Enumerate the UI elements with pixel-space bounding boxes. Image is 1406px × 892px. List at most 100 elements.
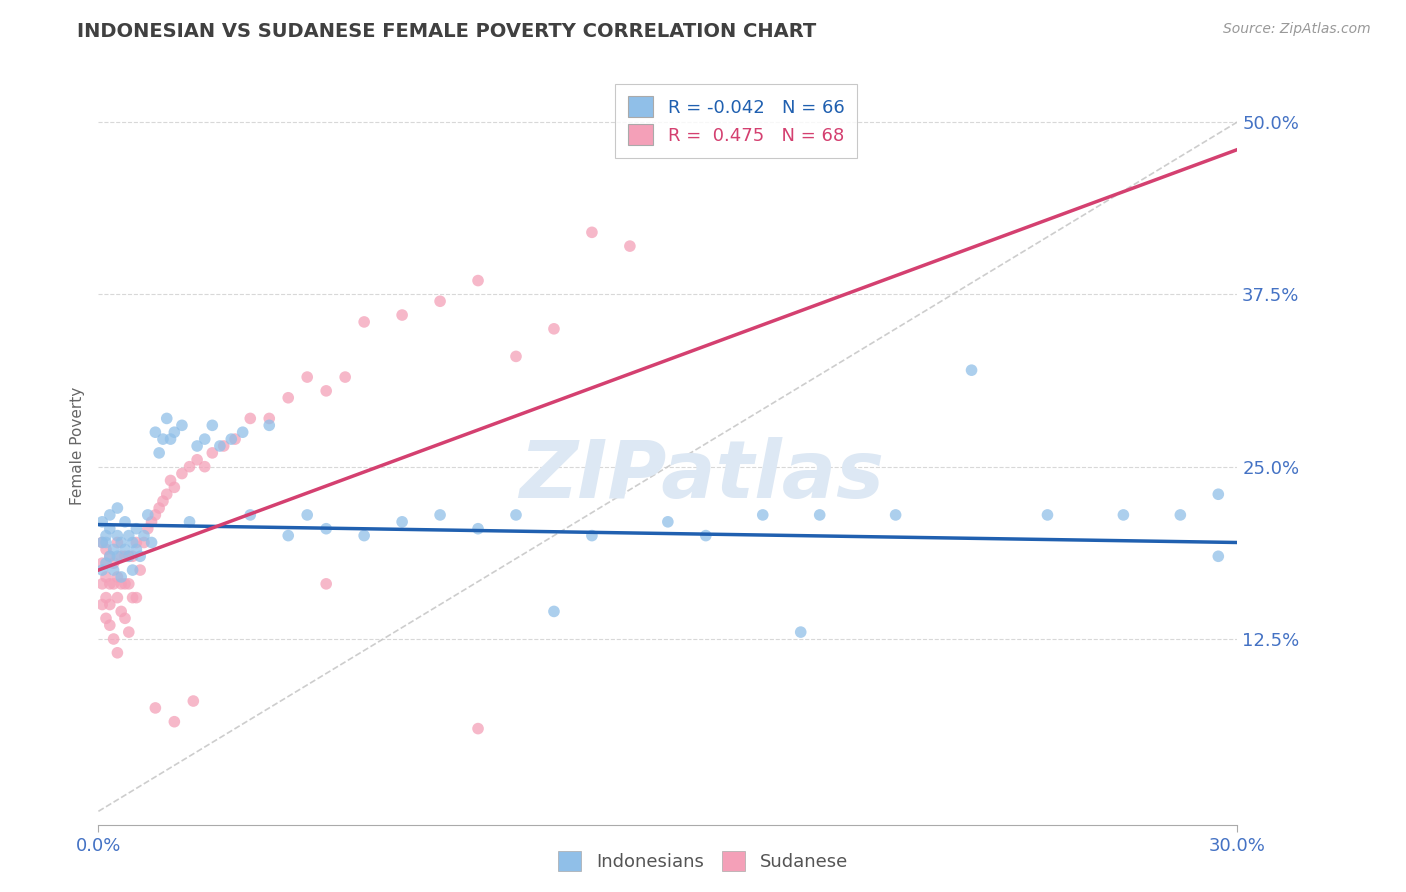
Point [156,411,179,425]
Point [118,528,141,542]
Point [353,528,375,542]
Point [163,480,186,494]
Point [107,591,129,605]
Point [152,494,174,508]
Point [239,411,262,425]
Point [163,425,186,440]
Point [224,432,246,446]
Point [145,508,167,522]
Point [94,528,117,542]
Text: Source: ZipAtlas.com: Source: ZipAtlas.com [1223,22,1371,37]
Point [315,384,337,398]
Point [121,535,143,549]
Point [118,549,141,564]
Point [103,542,125,557]
Point [141,535,163,549]
Point [114,542,136,557]
Point [98,549,121,564]
Point [107,528,129,542]
Point [170,467,193,481]
Point [103,577,125,591]
Point [94,611,117,625]
Point [148,446,170,460]
Point [1112,508,1135,522]
Point [581,225,603,239]
Point [297,508,319,522]
Point [232,425,254,440]
Point [429,294,451,309]
Point [114,515,136,529]
Point [94,556,117,570]
Point [132,535,155,549]
Point [118,549,141,564]
Point [194,432,217,446]
Point [91,535,114,549]
Point [103,563,125,577]
Point [277,528,299,542]
Point [91,598,114,612]
Point [94,591,117,605]
Point [1208,549,1230,564]
Point [505,508,527,522]
Point [467,722,489,736]
Y-axis label: Female Poverty: Female Poverty [69,387,84,505]
Point [543,322,565,336]
Point [297,370,319,384]
Point [91,535,114,549]
Point [1170,508,1192,522]
Point [752,508,775,522]
Point [129,549,152,564]
Point [121,549,143,564]
Point [98,508,121,522]
Point [94,542,117,557]
Point [94,535,117,549]
Point [790,625,813,640]
Point [107,570,129,584]
Point [201,418,224,433]
Point [145,701,167,715]
Point [1036,508,1059,522]
Text: ZIPatlas: ZIPatlas [519,437,884,516]
Text: INDONESIAN VS SUDANESE FEMALE POVERTY CORRELATION CHART: INDONESIAN VS SUDANESE FEMALE POVERTY CO… [77,22,817,41]
Point [884,508,907,522]
Point [125,535,148,549]
Point [98,549,121,564]
Point [107,549,129,564]
Point [94,570,117,584]
Point [91,556,114,570]
Point [121,563,143,577]
Point [179,515,201,529]
Point [186,452,208,467]
Point [110,549,132,564]
Point [98,618,121,632]
Point [114,549,136,564]
Point [107,535,129,549]
Point [125,591,148,605]
Point [208,439,231,453]
Point [315,522,337,536]
Point [505,350,527,364]
Point [114,577,136,591]
Point [103,556,125,570]
Point [107,501,129,516]
Point [118,625,141,640]
Point [132,528,155,542]
Point [118,577,141,591]
Point [107,646,129,660]
Point [148,501,170,516]
Point [159,474,181,488]
Point [170,418,193,433]
Point [110,535,132,549]
Point [239,508,262,522]
Point [91,577,114,591]
Point [145,425,167,440]
Point [152,432,174,446]
Point [194,459,217,474]
Point [619,239,641,253]
Point [103,632,125,646]
Point [91,563,114,577]
Point [136,508,159,522]
Point [125,542,148,557]
Point [125,522,148,536]
Point [808,508,831,522]
